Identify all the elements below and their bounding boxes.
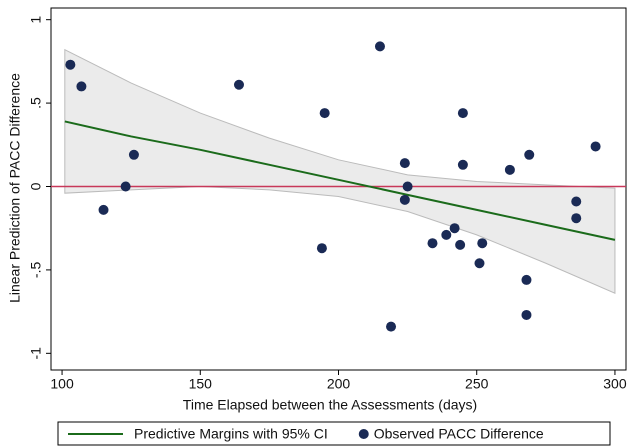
x-tick-label: 300 xyxy=(603,376,627,392)
data-point xyxy=(457,108,468,119)
data-point xyxy=(65,59,76,70)
data-point xyxy=(319,108,330,119)
y-tick-label: -1 xyxy=(28,347,44,360)
y-tick-label: 0 xyxy=(28,182,44,190)
data-point xyxy=(571,196,582,207)
fit-line xyxy=(64,120,616,241)
data-point xyxy=(590,141,601,152)
data-point xyxy=(316,243,327,254)
x-tick-label: 250 xyxy=(465,376,489,392)
data-point xyxy=(474,258,485,269)
data-point xyxy=(449,223,460,234)
legend-dot xyxy=(358,429,369,439)
data-point xyxy=(521,309,532,320)
legend-box xyxy=(57,421,611,446)
x-tick-label: 150 xyxy=(189,376,213,392)
x-tick-label: 100 xyxy=(50,376,74,392)
data-point xyxy=(98,204,109,215)
x-tick-label: 200 xyxy=(327,376,351,392)
y-tick-label: 1 xyxy=(28,16,44,24)
data-point xyxy=(120,181,131,192)
y-axis-label: Linear Prediction of PACC Difference xyxy=(7,73,23,303)
data-point xyxy=(128,149,139,160)
data-point xyxy=(427,238,438,249)
data-point xyxy=(521,274,532,285)
data-point xyxy=(374,41,385,52)
y-tick-label: -.5 xyxy=(28,262,44,279)
data-point xyxy=(504,164,515,175)
data-point xyxy=(524,149,535,160)
legend-label: Predictive Margins with 95% CI xyxy=(134,426,328,442)
x-axis-label: Time Elapsed between the Assessments (da… xyxy=(183,397,477,413)
data-point xyxy=(399,158,410,169)
y-tick-label: .5 xyxy=(28,97,44,109)
data-point xyxy=(402,181,413,192)
data-point xyxy=(441,229,452,240)
data-point xyxy=(386,321,397,332)
data-point xyxy=(571,213,582,224)
legend-label: Observed PACC Difference xyxy=(374,426,544,442)
data-point xyxy=(399,194,410,205)
data-point xyxy=(455,239,466,250)
data-point xyxy=(477,238,488,249)
data-point xyxy=(457,159,468,170)
data-point xyxy=(233,79,244,90)
data-point xyxy=(76,81,87,92)
